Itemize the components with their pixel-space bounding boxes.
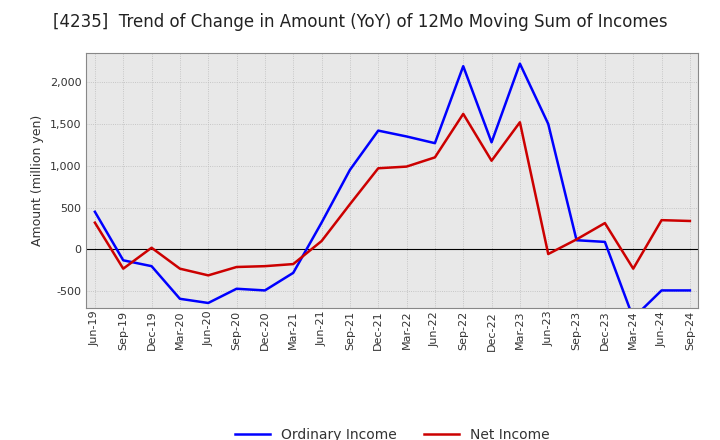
Net Income bbox=[572, 237, 581, 242]
Net Income bbox=[544, 251, 552, 257]
Legend: Ordinary Income, Net Income: Ordinary Income, Net Income bbox=[230, 422, 555, 440]
Ordinary Income bbox=[374, 128, 382, 133]
Ordinary Income bbox=[176, 296, 184, 301]
Net Income bbox=[318, 238, 326, 244]
Net Income bbox=[346, 202, 354, 207]
Y-axis label: Amount (million yen): Amount (million yen) bbox=[32, 115, 45, 246]
Text: [4235]  Trend of Change in Amount (YoY) of 12Mo Moving Sum of Incomes: [4235] Trend of Change in Amount (YoY) o… bbox=[53, 13, 667, 31]
Net Income bbox=[119, 266, 127, 271]
Net Income bbox=[600, 220, 609, 226]
Ordinary Income bbox=[402, 134, 411, 139]
Net Income bbox=[148, 245, 156, 250]
Net Income bbox=[261, 264, 269, 269]
Net Income bbox=[516, 120, 524, 125]
Net Income bbox=[204, 273, 212, 278]
Net Income bbox=[289, 261, 297, 267]
Ordinary Income bbox=[544, 121, 552, 127]
Net Income bbox=[176, 266, 184, 271]
Net Income bbox=[431, 155, 439, 160]
Net Income bbox=[459, 111, 467, 117]
Net Income bbox=[487, 158, 496, 163]
Net Income bbox=[629, 266, 637, 271]
Ordinary Income bbox=[431, 140, 439, 146]
Ordinary Income bbox=[289, 270, 297, 275]
Ordinary Income bbox=[91, 209, 99, 214]
Ordinary Income bbox=[657, 288, 666, 293]
Ordinary Income bbox=[685, 288, 694, 293]
Ordinary Income bbox=[629, 315, 637, 321]
Ordinary Income bbox=[261, 288, 269, 293]
Net Income bbox=[685, 218, 694, 224]
Net Income bbox=[374, 165, 382, 171]
Ordinary Income bbox=[148, 264, 156, 269]
Line: Net Income: Net Income bbox=[95, 114, 690, 275]
Ordinary Income bbox=[459, 63, 467, 69]
Ordinary Income bbox=[346, 167, 354, 172]
Ordinary Income bbox=[233, 286, 241, 291]
Ordinary Income bbox=[572, 238, 581, 243]
Ordinary Income bbox=[119, 258, 127, 263]
Ordinary Income bbox=[600, 239, 609, 245]
Line: Ordinary Income: Ordinary Income bbox=[95, 64, 690, 318]
Net Income bbox=[91, 220, 99, 225]
Net Income bbox=[402, 164, 411, 169]
Ordinary Income bbox=[318, 220, 326, 225]
Ordinary Income bbox=[204, 301, 212, 306]
Net Income bbox=[233, 264, 241, 270]
Net Income bbox=[657, 217, 666, 223]
Ordinary Income bbox=[516, 61, 524, 66]
Ordinary Income bbox=[487, 139, 496, 145]
